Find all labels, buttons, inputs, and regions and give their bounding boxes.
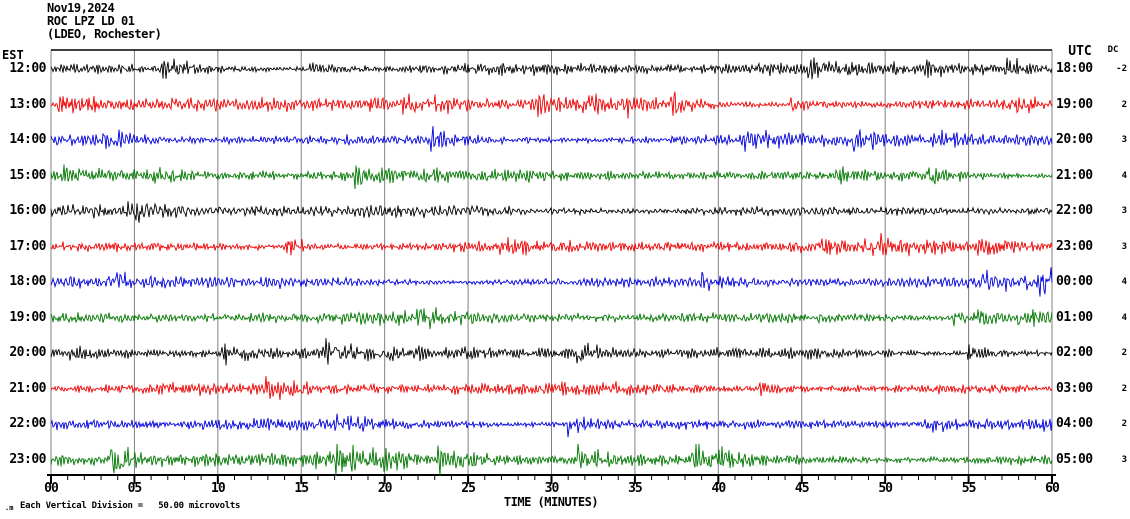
x-tick-label: 20 [377,481,393,496]
est-time-label: 23:00 [9,451,46,467]
dc-offset-value: 3 [1121,454,1127,465]
dc-offset-value: 4 [1121,312,1127,323]
x-tick-label: 55 [961,481,977,496]
utc-time-label: 23:00 [1056,238,1093,254]
dc-offset-value: 2 [1121,99,1127,110]
header: Nov19,2024 ROC LPZ LD 01 (LDEO, Rocheste… [47,1,162,41]
dc-offset-value: 2 [1121,383,1127,394]
dc-offset-value: 4 [1121,277,1127,288]
utc-time-label: 18:00 [1056,61,1093,76]
seismic-trace [50,267,1053,297]
dc-offset-value: 3 [1121,241,1127,252]
dc-offset-value: 3 [1121,206,1127,217]
est-time-label: 15:00 [9,167,46,183]
est-time-label: 19:00 [9,309,46,325]
seismic-trace [50,413,1053,438]
x-tick-label: 40 [711,481,727,496]
seismic-trace [50,232,1053,257]
est-time-label: 18:00 [9,274,46,290]
header-location: (LDEO, Rochester) [47,27,162,41]
right-axis-label: UTC [1068,44,1092,59]
est-time-label: 12:00 [9,61,46,76]
seismic-trace [50,57,1053,80]
utc-time-label: 05:00 [1056,451,1093,467]
x-axis-title: TIME (MINUTES) [503,495,599,509]
x-tick-label: 10 [211,481,226,496]
x-tick-label: 60 [1045,481,1060,496]
x-tick-label: 00 [44,481,59,496]
seismic-trace [50,201,1053,223]
utc-time-label: 03:00 [1056,380,1093,396]
header-date: Nov19,2024 [47,1,115,15]
x-tick-label: 50 [878,481,893,496]
scale-note: Each Vertical Division = 50.00 microvolt… [20,501,241,511]
dc-offset-value: -2 [1116,64,1127,74]
utc-time-label: 02:00 [1056,345,1093,361]
seismic-trace [50,164,1053,190]
seismic-trace [50,338,1053,366]
est-time-label: 21:00 [9,380,46,396]
utc-time-label: 01:00 [1056,309,1093,325]
utc-time-label: 21:00 [1056,167,1093,183]
est-time-label: 20:00 [9,345,46,361]
x-tick-label: 35 [628,481,643,496]
left-axis-label: EST [2,48,24,62]
utc-time-label: 22:00 [1056,203,1093,219]
x-tick-label: 30 [544,481,560,496]
dc-offset-value: 2 [1121,419,1127,430]
est-time-label: 14:00 [9,132,46,148]
x-tick-label: 45 [794,481,810,496]
dc-offset-value: 3 [1121,135,1127,146]
dc-offset-value: 4 [1121,170,1127,181]
x-tick-label: 25 [461,481,476,496]
dc-offset-value: 2 [1121,348,1127,359]
est-time-label: 22:00 [9,416,46,432]
x-tick-label: 15 [294,481,309,496]
seismic-trace [50,91,1053,119]
dc-column-label: DC [1107,45,1119,55]
est-time-label: 13:00 [9,96,46,112]
est-time-label: 17:00 [9,238,46,254]
seismic-trace [50,375,1053,401]
utc-time-label: 20:00 [1056,132,1093,148]
seismic-trace [50,307,1053,330]
header-station: ROC LPZ LD 01 [47,14,135,28]
seismic-trace [50,126,1053,152]
seismic-trace [50,443,1053,476]
utc-time-label: 19:00 [1056,96,1093,112]
corner-glyph: .m [5,504,14,512]
est-time-label: 16:00 [9,203,46,219]
utc-time-label: 00:00 [1056,274,1093,290]
x-tick-label: 05 [127,481,143,496]
utc-time-label: 04:00 [1056,416,1093,432]
